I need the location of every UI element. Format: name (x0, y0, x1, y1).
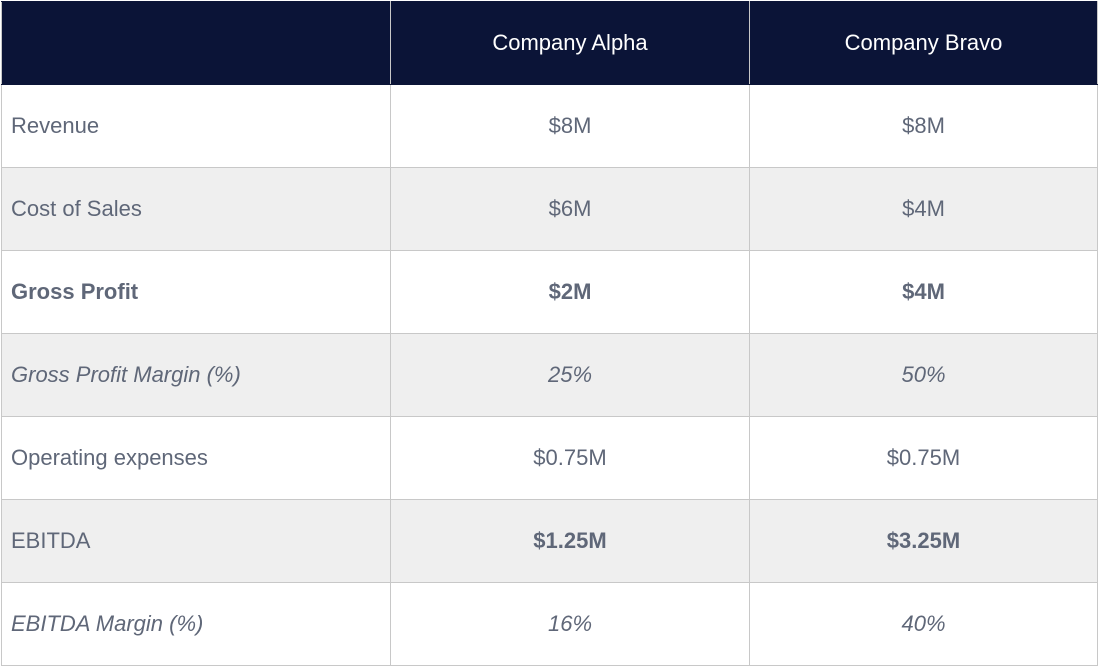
alpha-value: $1.25M (390, 499, 750, 583)
row-ebitda-margin: EBITDA Margin (%) 16% 40% (1, 582, 1098, 666)
alpha-value: $6M (390, 167, 750, 251)
header-cell-empty (1, 1, 391, 85)
header-company-alpha: Company Alpha (390, 1, 750, 85)
bravo-value: $8M (749, 84, 1098, 168)
row-label: Revenue (1, 84, 391, 168)
header-company-bravo: Company Bravo (749, 1, 1098, 85)
bravo-value: $4M (749, 167, 1098, 251)
bravo-value: $4M (749, 250, 1098, 334)
row-gross-profit-margin: Gross Profit Margin (%) 25% 50% (1, 333, 1098, 417)
bravo-value: 40% (749, 582, 1098, 666)
alpha-value: 16% (390, 582, 750, 666)
row-label: EBITDA (1, 499, 391, 583)
header-row: Company Alpha Company Bravo (1, 1, 1098, 85)
row-label: Gross Profit (1, 250, 391, 334)
row-ebitda: EBITDA $1.25M $3.25M (1, 499, 1098, 583)
row-gross-profit: Gross Profit $2M $4M (1, 250, 1098, 334)
bravo-value: $0.75M (749, 416, 1098, 500)
row-label: Operating expenses (1, 416, 391, 500)
row-cost-of-sales: Cost of Sales $6M $4M (1, 167, 1098, 251)
alpha-value: 25% (390, 333, 750, 417)
row-operating-expenses: Operating expenses $0.75M $0.75M (1, 416, 1098, 500)
bravo-value: 50% (749, 333, 1098, 417)
alpha-value: $2M (390, 250, 750, 334)
row-label: Cost of Sales (1, 167, 391, 251)
alpha-value: $8M (390, 84, 750, 168)
row-label: EBITDA Margin (%) (1, 582, 391, 666)
alpha-value: $0.75M (390, 416, 750, 500)
row-revenue: Revenue $8M $8M (1, 84, 1098, 168)
bravo-value: $3.25M (749, 499, 1098, 583)
row-label: Gross Profit Margin (%) (1, 333, 391, 417)
